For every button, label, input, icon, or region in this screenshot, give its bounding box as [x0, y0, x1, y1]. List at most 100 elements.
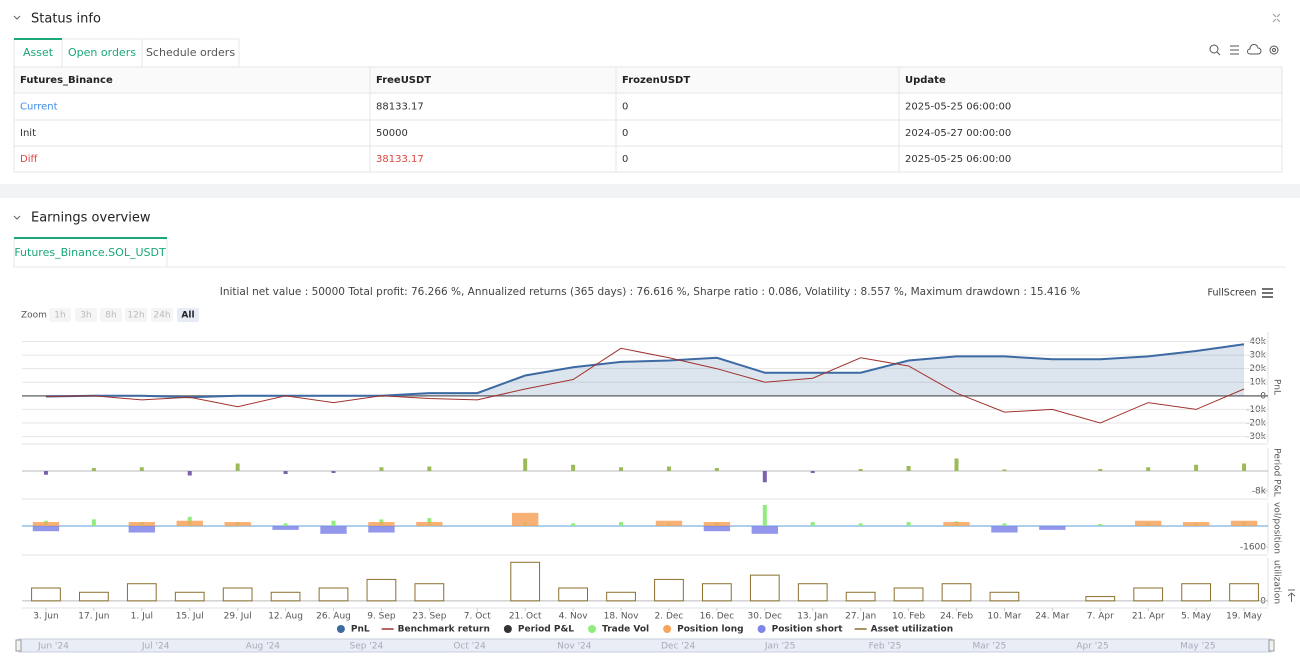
zoom-button[interactable]: [49, 308, 71, 322]
earnings-tab[interactable]: [13, 237, 168, 268]
x-tick-label: 27. Jan: [845, 612, 876, 622]
chart-menu[interactable]: [1262, 288, 1273, 298]
zoom-button[interactable]: [75, 308, 97, 322]
legend-item[interactable]: Period P&L: [503, 625, 574, 635]
table-cell: 0: [622, 154, 628, 165]
bar: [368, 525, 395, 533]
navigator-handle[interactable]: [15, 639, 22, 652]
table-header: Futures_Binance: [20, 75, 113, 86]
tab-label[interactable]: Schedule orders: [146, 46, 235, 59]
search-icon[interactable]: [1209, 44, 1219, 54]
navigator-handle[interactable]: [1268, 639, 1275, 652]
legend-label[interactable]: Benchmark return: [398, 625, 490, 635]
bar-outline: [366, 578, 397, 602]
x-tick-label: 15. Jul: [176, 612, 204, 622]
bar: [858, 523, 863, 526]
toolbar-icons: [1209, 44, 1279, 56]
bar: [810, 471, 815, 473]
legend-label[interactable]: Position long: [677, 625, 743, 635]
bar: [128, 522, 155, 526]
bar: [1230, 520, 1258, 526]
bar: [176, 520, 203, 526]
bar: [751, 525, 778, 534]
navigator-label: Sep '24: [350, 642, 384, 652]
bar: [619, 467, 624, 471]
legend-item[interactable]: Position short: [757, 625, 844, 635]
legend-label[interactable]: Trade Vol: [602, 625, 649, 635]
tab-label[interactable]: Open orders: [68, 46, 136, 59]
legend-marker: [588, 625, 597, 633]
x-tick-label: 16. Dec: [700, 612, 735, 622]
collapse-icon[interactable]: [13, 215, 21, 220]
bar: [1098, 469, 1103, 471]
zoom-button[interactable]: [177, 308, 199, 322]
legend-label[interactable]: PnL: [351, 625, 370, 635]
x-tick-label: 17. Jun: [78, 612, 109, 622]
zoom-button-label[interactable]: 24h: [153, 311, 170, 321]
legend-label[interactable]: Asset utilization: [871, 625, 953, 635]
table-cell: 0: [622, 102, 628, 113]
x-tick-label: 10. Feb: [892, 612, 925, 622]
bar: [1039, 525, 1066, 530]
collapse-icon[interactable]: [13, 15, 21, 20]
zoom-button[interactable]: [125, 308, 147, 322]
bar: [1182, 522, 1210, 526]
navigator-label: May '25: [1180, 642, 1215, 652]
cloud-icon[interactable]: [1247, 44, 1262, 55]
x-tick-label: 13. Jan: [797, 612, 828, 622]
expand-icon[interactable]: [1272, 13, 1281, 23]
bar-outline: [941, 583, 972, 602]
navigator-label: Jun '24: [37, 642, 69, 652]
bar: [331, 471, 336, 473]
bar: [1135, 520, 1162, 526]
legend-label[interactable]: Period P&L: [518, 625, 574, 635]
scroll-top[interactable]: [1287, 589, 1296, 602]
bar-outline: [79, 591, 109, 602]
settings-icon[interactable]: [1269, 45, 1279, 55]
x-tick-label: 12. Aug: [268, 612, 303, 622]
bar-outline: [797, 583, 828, 602]
x-tick-label: 26. Aug: [316, 612, 351, 622]
legend-marker: [663, 625, 672, 633]
navigator-label: Feb '25: [869, 642, 902, 652]
zoom-button-label[interactable]: 8h: [105, 311, 116, 321]
table-cell: 0: [622, 128, 628, 139]
legend-item[interactable]: Trade Vol: [588, 625, 649, 635]
x-tick-label: 10. Mar: [987, 612, 1021, 622]
x-tick-label: 18. Nov: [604, 612, 639, 622]
bar: [32, 525, 60, 532]
zoom-button-label[interactable]: 3h: [80, 311, 91, 321]
bar: [619, 522, 624, 526]
zoom-button[interactable]: [151, 308, 173, 322]
zoom-button-label[interactable]: 12h: [127, 311, 144, 321]
legend-item[interactable]: Asset utilization: [854, 625, 953, 635]
x-tick-label: 5. May: [1181, 612, 1212, 622]
bar: [1242, 463, 1247, 471]
tab-label[interactable]: Asset: [23, 46, 54, 59]
zoom-button-label[interactable]: 1h: [54, 311, 65, 321]
bar: [32, 522, 60, 526]
zoom-button[interactable]: [100, 308, 122, 322]
menu-icon[interactable]: [1230, 45, 1239, 55]
bar-outline: [414, 583, 445, 602]
bar: [235, 463, 240, 471]
y-tick-label: -8k: [1252, 487, 1267, 497]
bar-outline: [222, 587, 253, 602]
legend-item[interactable]: Position long: [663, 625, 744, 635]
legend-item[interactable]: Benchmark return: [381, 625, 490, 635]
bar-outline: [702, 583, 732, 602]
bar: [666, 466, 671, 471]
bar: [139, 467, 144, 471]
legend-label[interactable]: Position short: [772, 625, 844, 635]
fullscreen-button[interactable]: FullScreen: [1208, 288, 1257, 299]
earnings-tab-label[interactable]: Futures_Binance.SOL_USDT: [14, 246, 166, 259]
zoom-button-label[interactable]: All: [181, 311, 194, 321]
legend-item[interactable]: PnL: [336, 625, 370, 635]
bar: [703, 522, 731, 526]
bar-outline: [845, 591, 876, 602]
bar-outline: [174, 591, 205, 602]
bar-outline: [126, 583, 157, 602]
tab[interactable]: [61, 38, 143, 68]
legend-marker: [336, 625, 345, 633]
